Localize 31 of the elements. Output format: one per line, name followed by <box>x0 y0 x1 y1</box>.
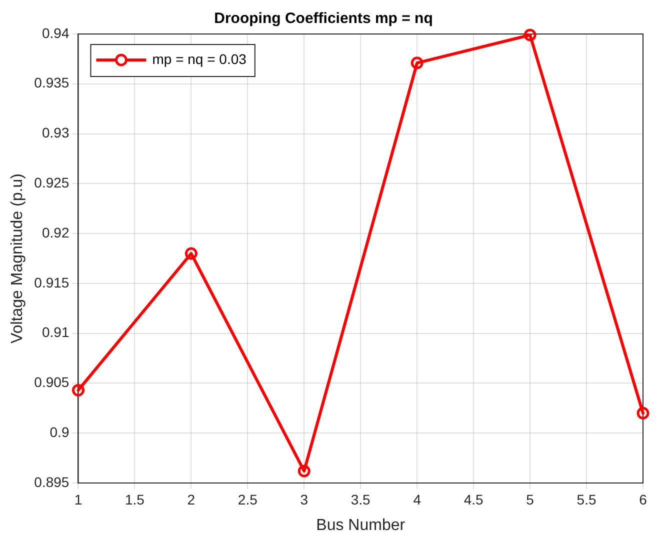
x-tick-label: 1.5 <box>124 491 145 508</box>
point <box>298 464 310 478</box>
x-tick-label: 2 <box>187 491 196 508</box>
x-tick-label: 5 <box>526 491 534 508</box>
y-tick-label: 0.925 <box>34 174 70 191</box>
y-tick-label: 0.91 <box>42 324 70 340</box>
y-tick-label: 0.915 <box>34 274 70 290</box>
point <box>410 56 424 70</box>
point <box>524 28 536 42</box>
x-tick-label: 3.5 <box>350 491 371 508</box>
y-tick-label: 0.9 <box>50 424 70 440</box>
y-axis-title: Voltage Magnitude (p.u) <box>9 174 26 344</box>
chart-title: Drooping Coefficients mp = nq <box>214 10 433 28</box>
y-tick-label: 0.935 <box>34 74 70 91</box>
x-tick-label: 6 <box>639 491 648 508</box>
point <box>72 384 84 396</box>
x-tick-label: 4.5 <box>464 491 484 508</box>
y-tick-label: 0.895 <box>34 474 70 490</box>
y-tick-label: 0.93 <box>42 124 70 141</box>
x-tick-label: 1 <box>74 491 82 508</box>
x-tick-label: 4 <box>413 491 422 508</box>
y-tick-label: 0.94 <box>42 24 70 41</box>
y-tick-label: 0.92 <box>42 224 70 240</box>
x-axis-title: Bus Number <box>316 516 406 534</box>
x-tick-label: 2.5 <box>238 491 258 508</box>
y-tick-label: 0.905 <box>34 374 70 390</box>
x-tick-label: 3 <box>300 491 308 508</box>
legend-label: mp = nq = 0.03 <box>152 50 247 67</box>
point <box>636 406 650 420</box>
point <box>184 247 198 260</box>
x-tick-label: 5.5 <box>576 491 596 508</box>
